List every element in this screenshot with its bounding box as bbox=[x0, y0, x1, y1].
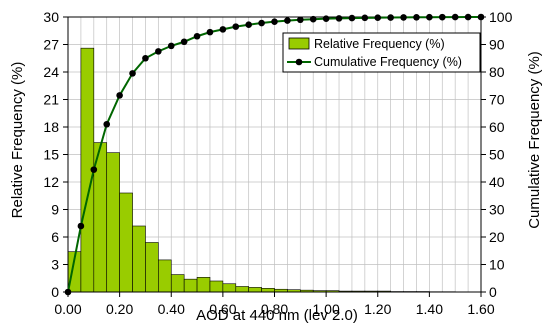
histogram-bar bbox=[132, 225, 146, 293]
right-y-tick-label: 20 bbox=[489, 229, 505, 245]
histogram-bar bbox=[248, 287, 262, 293]
left-y-tick-label: 18 bbox=[43, 119, 59, 135]
left-y-tick-label: 15 bbox=[43, 147, 59, 163]
left-y-tick-label: 12 bbox=[43, 174, 59, 190]
cumulative-point bbox=[142, 54, 149, 62]
legend-label-cumulative: Cumulative Frequency (%) bbox=[314, 55, 462, 69]
cumulative-point bbox=[387, 14, 394, 21]
right-y-tick-label: 100 bbox=[489, 9, 513, 25]
legend-marker-swatch bbox=[295, 58, 303, 66]
cumulative-point bbox=[335, 15, 343, 22]
cumulative-point bbox=[193, 32, 201, 40]
histogram-bar bbox=[222, 283, 237, 293]
histogram-bar bbox=[196, 277, 211, 293]
cumulative-point bbox=[103, 120, 111, 128]
cumulative-point bbox=[77, 222, 85, 230]
right-y-axis-title: Cumulative Frequency (%) bbox=[526, 51, 543, 229]
right-y-tick-label: 0 bbox=[489, 284, 497, 300]
right-y-tick-label: 80 bbox=[489, 64, 505, 80]
legend-bar-swatch bbox=[288, 37, 310, 50]
legend-label-relative: Relative Frequency (%) bbox=[314, 37, 445, 51]
histogram-bar bbox=[145, 242, 159, 293]
cumulative-point bbox=[155, 48, 162, 55]
cumulative-point bbox=[451, 13, 459, 21]
cumulative-point bbox=[464, 13, 472, 21]
histogram-bar bbox=[235, 286, 249, 293]
line-layer bbox=[64, 13, 485, 296]
left-y-tick-label: 9 bbox=[51, 202, 59, 218]
right-y-tick-label: 60 bbox=[489, 119, 505, 135]
cumulative-point bbox=[426, 13, 433, 21]
x-tick-label: 1.60 bbox=[467, 301, 494, 317]
right-y-tick-label: 70 bbox=[489, 92, 505, 108]
cumulative-point bbox=[180, 38, 188, 46]
cumulative-point bbox=[413, 13, 420, 21]
x-tick-label: 1.20 bbox=[364, 301, 391, 317]
left-y-axis-title: Relative Frequency (%) bbox=[9, 62, 26, 219]
cumulative-point bbox=[90, 166, 98, 173]
cumulative-point bbox=[374, 14, 382, 21]
cumulative-point bbox=[129, 70, 136, 77]
cumulative-point bbox=[206, 28, 214, 36]
x-tick-label: 0.20 bbox=[106, 301, 133, 317]
cumulative-point bbox=[245, 21, 252, 29]
cumulative-point bbox=[258, 19, 265, 27]
left-y-tick-label: 30 bbox=[43, 9, 59, 25]
cumulative-point bbox=[284, 17, 291, 24]
cumulative-point bbox=[232, 23, 240, 30]
right-y-tick-label: 30 bbox=[489, 202, 505, 218]
histogram-bar bbox=[119, 192, 133, 293]
cumulative-point bbox=[361, 14, 369, 22]
left-y-tick-label: 27 bbox=[43, 37, 59, 53]
cumulative-point bbox=[116, 92, 123, 99]
histogram-bar bbox=[106, 152, 120, 293]
right-y-tick-label: 10 bbox=[489, 257, 505, 273]
bars-layer bbox=[67, 47, 482, 293]
histogram-bar bbox=[183, 278, 198, 293]
x-tick-label: 0.40 bbox=[158, 301, 185, 317]
left-y-tick-label: 6 bbox=[51, 229, 59, 245]
ticks-layer: 0.00 0.20 0.40 0.60 0.80 1.00 1.20 1.40 1.600369… bbox=[43, 9, 512, 317]
x-tick-label: 0.60 bbox=[209, 301, 236, 317]
cumulative-point bbox=[400, 14, 407, 21]
cumulative-point bbox=[309, 15, 317, 23]
legend-box bbox=[282, 32, 481, 73]
left-y-tick-label: 21 bbox=[43, 92, 59, 108]
cumulative-point bbox=[167, 42, 175, 50]
histogram-bar bbox=[158, 259, 172, 293]
x-tick-label: 0.00 bbox=[54, 301, 81, 317]
x-axis-title: AOD at 440 nm (lev 2.0) bbox=[196, 307, 358, 324]
legend: Relative Frequency (%) Cumulative Freque… bbox=[282, 32, 481, 73]
cumulative-point bbox=[322, 15, 330, 22]
cumulative-point bbox=[348, 14, 356, 22]
cumulative-point bbox=[297, 16, 304, 24]
x-tick-label: 1.00 bbox=[313, 301, 340, 317]
right-y-tick-label: 90 bbox=[489, 37, 505, 53]
histogram-bar bbox=[170, 274, 185, 293]
histogram-bar bbox=[261, 288, 275, 293]
cumulative-point bbox=[271, 18, 278, 25]
cumulative-point bbox=[438, 13, 446, 21]
cumulative-point bbox=[219, 26, 227, 33]
x-tick-label: 0.80 bbox=[261, 301, 288, 317]
left-y-tick-label: 24 bbox=[43, 64, 59, 80]
right-y-tick-label: 50 bbox=[489, 147, 505, 163]
left-y-tick-label: 0 bbox=[51, 284, 59, 300]
right-y-tick-label: 40 bbox=[489, 174, 505, 190]
histogram-bar bbox=[209, 280, 224, 293]
left-y-tick-label: 3 bbox=[51, 257, 59, 273]
x-tick-label: 1.40 bbox=[416, 301, 443, 317]
